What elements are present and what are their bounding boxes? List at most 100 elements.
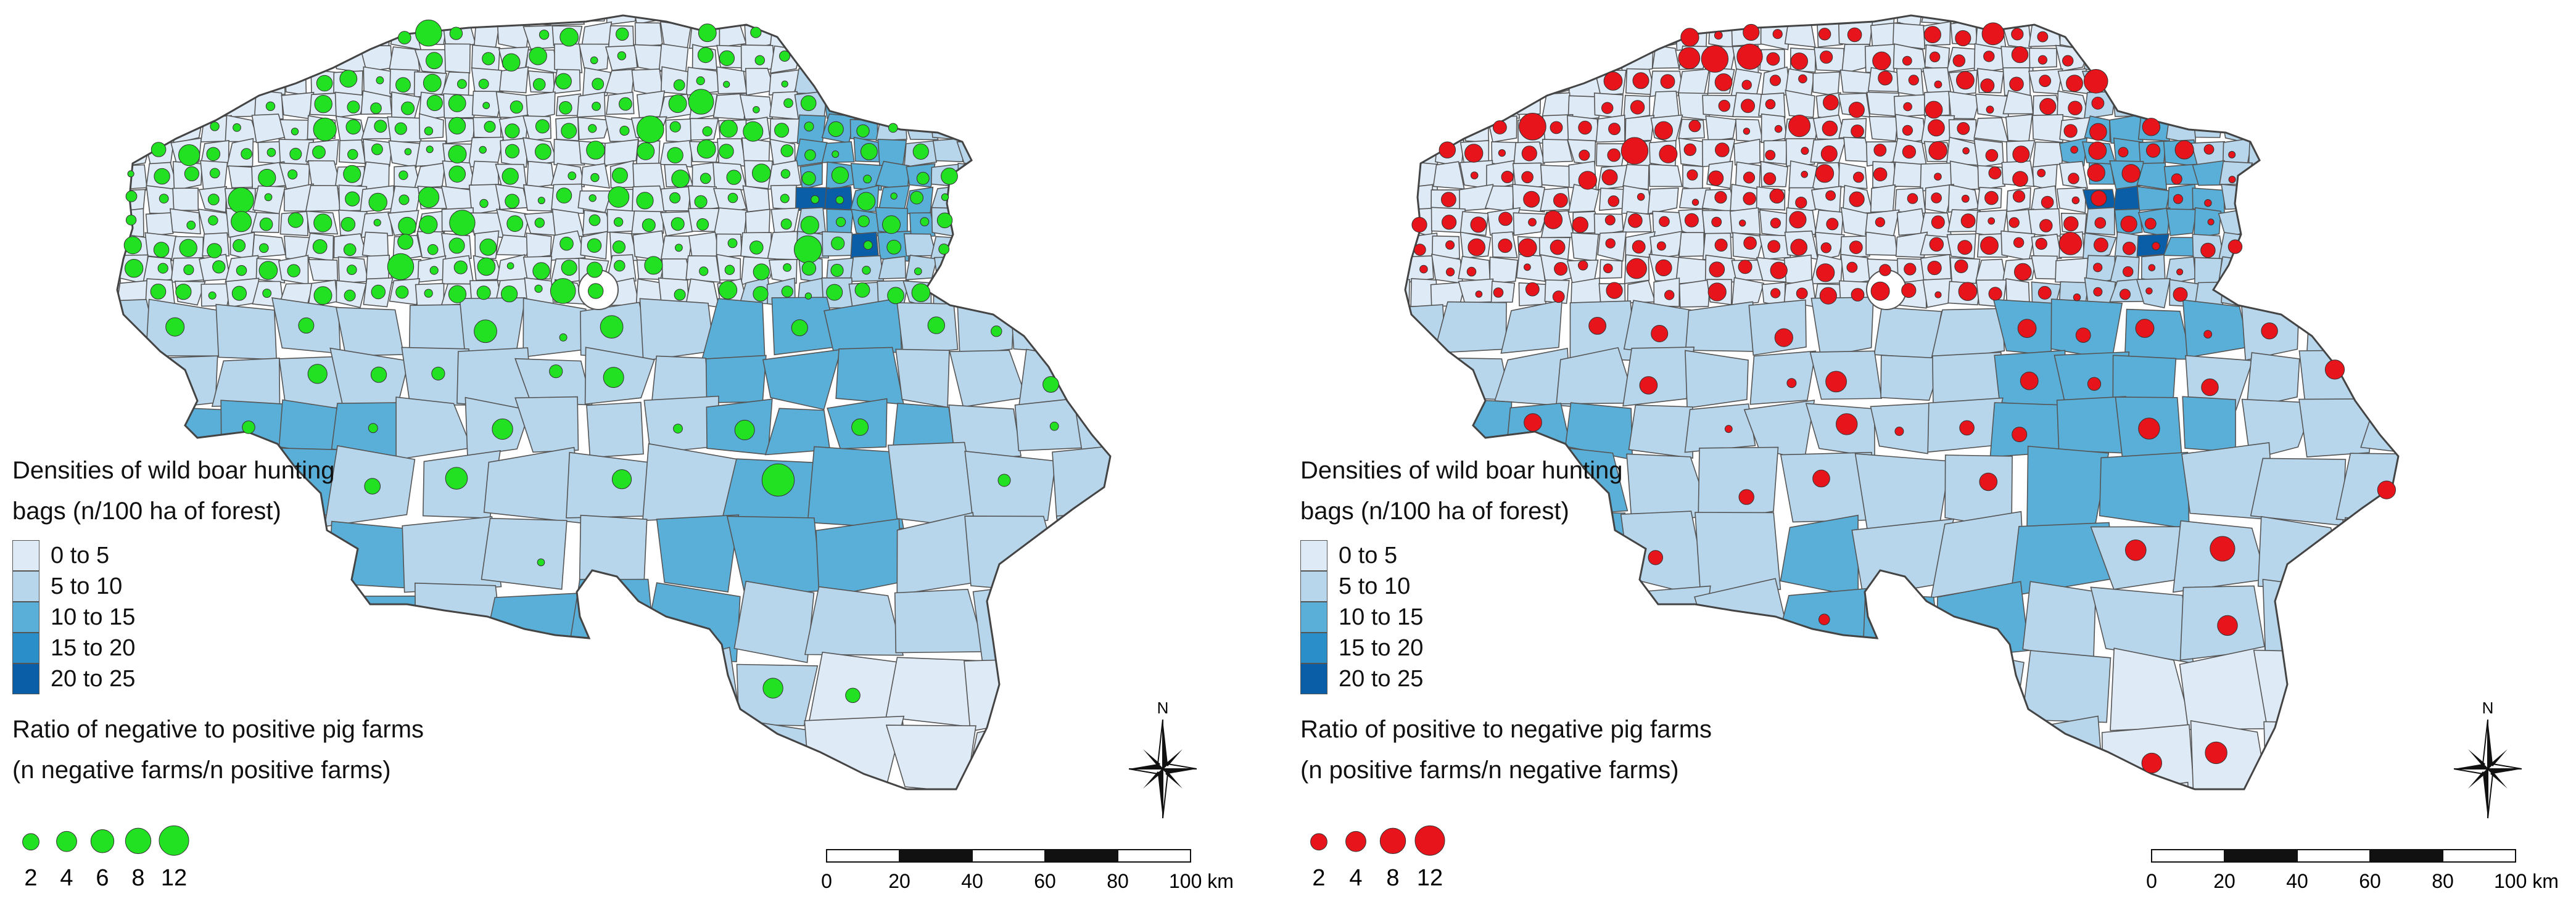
farm-ratio-bubble — [484, 121, 496, 133]
municipality-region — [1780, 514, 1859, 597]
farm-ratio-bubble — [914, 267, 922, 276]
farm-ratio-bubble — [1519, 113, 1546, 141]
farm-ratio-bubble — [501, 285, 518, 303]
farm-ratio-bubble — [175, 284, 192, 300]
scale-label: 80 — [2432, 870, 2454, 892]
municipality-region — [634, 44, 664, 73]
farm-ratio-bubble — [1983, 51, 1995, 62]
farm-ratio-bubble — [1655, 259, 1672, 276]
farm-ratio-bubble — [1873, 167, 1888, 182]
farm-ratio-bubble — [863, 174, 872, 184]
municipality-region — [2299, 277, 2335, 303]
farm-ratio-bubble — [426, 146, 434, 154]
farm-ratio-bubble — [287, 264, 300, 277]
farm-ratio-bubble — [941, 193, 949, 201]
municipality-region — [964, 657, 1059, 732]
farm-ratio-bubble — [828, 121, 844, 137]
municipality-region — [2246, 351, 2300, 409]
municipality-region — [1516, 67, 1546, 98]
farm-ratio-bubble — [1770, 261, 1788, 279]
farm-ratio-bubble — [1928, 141, 1947, 160]
municipality-region — [1094, 15, 1110, 26]
farm-ratio-bubble — [2066, 75, 2083, 92]
municipality-region — [1870, 184, 1896, 213]
farm-ratio-bubble — [619, 97, 632, 111]
municipality-region — [767, 231, 799, 260]
farm-ratio-bubble — [568, 171, 577, 181]
farm-ratio-bubble — [1923, 26, 1941, 44]
municipality-region — [2164, 19, 2199, 49]
municipality-region — [959, 211, 992, 234]
municipality-region — [1080, 302, 1110, 358]
municipality-region — [762, 349, 842, 411]
municipality-region — [2056, 396, 2126, 454]
municipality-region — [1127, 445, 1217, 522]
farm-ratio-bubble — [1818, 28, 1831, 41]
municipality-region — [2166, 208, 2197, 236]
farm-ratio-bubble — [339, 70, 358, 88]
farm-ratio-bubble — [313, 117, 337, 141]
municipality-region — [1068, 21, 1099, 49]
municipality-region — [1405, 43, 1412, 73]
municipality-region — [1542, 783, 1622, 789]
scale-label: 0 — [2146, 870, 2157, 892]
municipality-region — [962, 66, 990, 92]
farm-ratio-bubble — [502, 168, 519, 185]
municipality-region — [1068, 161, 1096, 192]
municipality-region — [2408, 255, 2440, 284]
farm-ratio-bubble — [1955, 30, 1971, 46]
municipality-region — [145, 20, 173, 44]
farm-ratio-bubble — [826, 284, 843, 301]
farm-ratio-bubble — [1660, 74, 1675, 89]
farm-ratio-bubble — [555, 73, 572, 90]
municipality-region — [1698, 446, 1779, 523]
farm-ratio-bubble — [123, 236, 142, 255]
municipality-region — [2272, 92, 2303, 119]
municipality-region — [2276, 15, 2302, 25]
municipality-region — [1705, 115, 1737, 142]
farm-ratio-bubble — [395, 285, 409, 299]
municipality-region — [1092, 277, 1110, 308]
municipality-region — [2124, 308, 2192, 360]
farm-ratio-bubble — [614, 260, 625, 272]
farm-ratio-bubble — [753, 106, 760, 113]
municipality-region — [821, 21, 855, 49]
bubble-legend-circle — [1414, 825, 1445, 856]
density-legend-title-line1: Densities of wild boar hunting — [12, 457, 335, 484]
municipality-region — [634, 22, 663, 47]
municipality-region — [2420, 522, 2509, 581]
farm-ratio-bubble — [426, 52, 443, 70]
municipality-region — [2360, 403, 2398, 456]
farm-ratio-bubble — [1601, 169, 1618, 186]
municipality-region — [2033, 15, 2061, 26]
municipality-region — [154, 355, 218, 410]
municipality-region — [2273, 71, 2308, 97]
farm-ratio-bubble — [1628, 213, 1643, 228]
municipality-region — [325, 788, 419, 789]
farm-ratio-bubble — [1820, 145, 1838, 162]
municipality-region — [482, 593, 580, 660]
municipality-region — [1405, 15, 1411, 22]
municipality-region — [902, 47, 938, 72]
farm-ratio-bubble — [1957, 240, 1973, 255]
farm-ratio-bubble — [1543, 210, 1563, 229]
farm-ratio-bubble — [1470, 171, 1479, 179]
farm-ratio-bubble — [1578, 260, 1588, 271]
farm-ratio-bubble — [1651, 325, 1669, 342]
farm-ratio-bubble — [2073, 293, 2081, 302]
farm-ratio-bubble — [1714, 31, 1723, 40]
municipality-region — [1093, 161, 1110, 191]
municipality-region — [712, 92, 748, 120]
municipality-region — [989, 233, 1015, 261]
farm-ratio-bubble — [479, 199, 489, 208]
municipality-region — [2248, 140, 2280, 166]
municipality-region — [586, 401, 644, 458]
farm-ratio-bubble — [727, 238, 738, 248]
municipality-region — [2273, 279, 2308, 307]
municipality-region — [798, 20, 826, 50]
farm-ratio-bubble — [236, 265, 247, 276]
farm-ratio-bubble — [373, 219, 381, 227]
municipality-region — [414, 715, 506, 789]
density-legend-title-line1: Densities of wild boar hunting — [1300, 457, 1623, 484]
scale-label: 40 — [961, 870, 983, 892]
